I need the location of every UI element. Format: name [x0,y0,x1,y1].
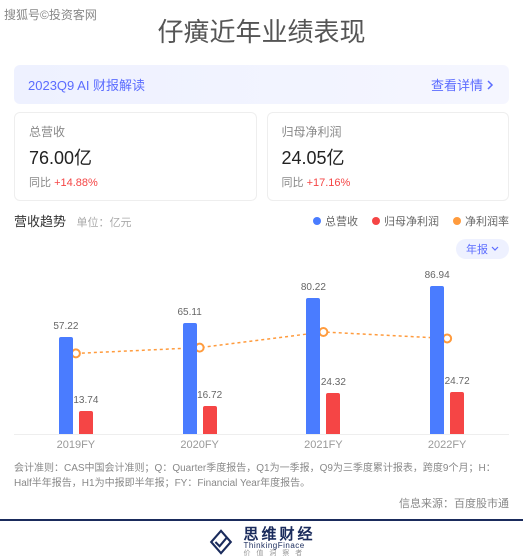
source-text: 信息来源：百度股市通 [14,495,509,511]
chevron-down-icon [491,246,499,252]
profit-bar: 24.32 [326,393,340,434]
bar-value-label: 65.11 [177,307,201,318]
metric-label: 总营收 [29,123,242,140]
legend-label: 净利润率 [465,213,509,229]
period-button[interactable]: 年报 [456,239,509,259]
trend-title: 营收趋势 [14,214,66,229]
chart-xaxis: 2019FY2020FY2021FY2022FY [14,439,509,451]
footnote-text: 会计准则：CAS中国会计准则；Q：Quarter季度报告，Q1为一季报，Q9为三… [14,461,509,491]
period-button-label: 年报 [466,241,488,257]
ai-banner: 2023Q9 AI 财报解读 查看详情 [14,65,509,104]
bar-group: 80.2224.32 [262,298,386,434]
chevron-right-icon [485,80,495,90]
trend-header: 营收趋势 单位：亿元 总营收 归母净利润 净利润率 [14,211,509,231]
brand-name-cn: 思维财经 [243,527,315,542]
bar-value-label: 24.32 [321,377,346,388]
bar-value-label: 13.74 [73,395,98,406]
xaxis-tick: 2019FY [14,439,138,451]
xaxis-tick: 2021FY [262,439,386,451]
brand-tagline: 价 值 洞 察 者 [243,550,315,557]
bar-value-label: 86.94 [425,270,450,281]
bar-value-label: 80.22 [301,282,326,293]
xaxis-tick: 2022FY [385,439,509,451]
ai-banner-label: 2023Q9 AI 财报解读 [28,75,145,94]
revenue-bar: 57.22 [59,337,73,434]
legend-item: 总营收 [313,213,358,229]
bar-value-label: 16.72 [197,390,222,401]
brand-name-en: ThinkingFinace [243,542,315,550]
profit-bar: 16.72 [203,406,217,434]
revenue-chart: 57.2213.7465.1116.7280.2224.3286.9424.72 [14,265,509,435]
bar-group: 65.1116.72 [138,323,262,434]
revenue-bar: 86.94 [430,286,444,434]
bar-group: 57.2213.74 [14,337,138,434]
metric-value: 76.00亿 [29,144,242,170]
metric-label: 归母净利润 [282,123,495,140]
metric-value: 24.05亿 [282,144,495,170]
brand-logo-icon [207,528,235,556]
metrics-row: 总营收 76.00亿 同比 +14.88%归母净利润 24.05亿 同比 +17… [14,112,509,201]
view-details-link[interactable]: 查看详情 [431,75,495,94]
trend-unit: 单位：亿元 [76,217,131,229]
bar-group: 86.9424.72 [385,286,509,434]
chart-legend: 总营收 归母净利润 净利润率 [313,213,509,229]
watermark-text: 搜狐号©投资客网 [4,6,97,23]
revenue-bar: 80.22 [306,298,320,434]
profit-bar: 24.72 [450,392,464,434]
legend-label: 总营收 [325,213,358,229]
metric-card: 归母净利润 24.05亿 同比 +17.16% [267,112,510,201]
profit-bar: 13.74 [79,411,93,434]
legend-item: 归母净利润 [372,213,439,229]
revenue-bar: 65.11 [183,323,197,434]
metric-yoy: 同比 +14.88% [29,174,242,190]
metric-card: 总营收 76.00亿 同比 +14.88% [14,112,257,201]
legend-label: 归母净利润 [384,213,439,229]
bar-value-label: 57.22 [53,321,78,332]
brand-footer: 思维财经 ThinkingFinace 价 值 洞 察 者 [0,519,523,557]
xaxis-tick: 2020FY [138,439,262,451]
legend-dot-icon [313,217,321,225]
period-toggle: 年报 [14,239,509,259]
view-details-text: 查看详情 [431,75,483,94]
bar-value-label: 24.72 [445,376,470,387]
legend-dot-icon [372,217,380,225]
legend-dot-icon [453,217,461,225]
legend-item: 净利润率 [453,213,509,229]
metric-yoy: 同比 +17.16% [282,174,495,190]
